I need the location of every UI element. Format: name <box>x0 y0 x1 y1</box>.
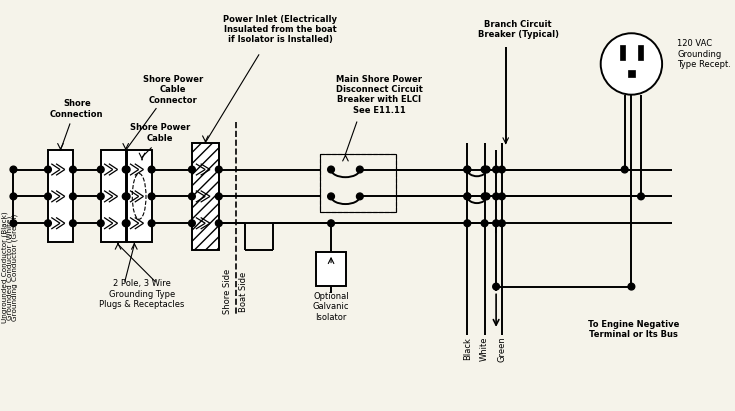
Circle shape <box>464 166 470 173</box>
Bar <box>48 150 73 242</box>
Text: Grounded Conductor (White): Grounded Conductor (White) <box>7 215 12 319</box>
Circle shape <box>70 220 76 226</box>
Text: Black: Black <box>463 337 472 360</box>
Circle shape <box>10 220 17 226</box>
Text: Shore Power
Cable
Connector: Shore Power Cable Connector <box>143 75 203 105</box>
Circle shape <box>70 193 76 200</box>
Circle shape <box>123 193 130 200</box>
Bar <box>101 150 126 242</box>
Circle shape <box>464 220 470 226</box>
Circle shape <box>356 193 363 200</box>
Circle shape <box>98 166 104 173</box>
Circle shape <box>148 166 155 173</box>
Circle shape <box>356 166 363 173</box>
Circle shape <box>45 193 51 200</box>
Circle shape <box>98 220 104 226</box>
Text: Ungrounded Conductor (Black): Ungrounded Conductor (Black) <box>1 212 8 323</box>
Circle shape <box>600 33 662 95</box>
Text: 2 Pole, 3 Wire
Grounding Type
Plugs & Receptacles: 2 Pole, 3 Wire Grounding Type Plugs & Re… <box>99 279 184 309</box>
Circle shape <box>328 193 334 200</box>
Circle shape <box>492 283 500 290</box>
Circle shape <box>122 220 129 226</box>
Circle shape <box>10 193 17 200</box>
Circle shape <box>483 193 490 200</box>
Circle shape <box>215 166 222 173</box>
Circle shape <box>189 166 196 173</box>
Circle shape <box>481 166 488 173</box>
Text: Shore
Connection: Shore Connection <box>50 99 104 119</box>
Text: Branch Circuit
Breaker (Typical): Branch Circuit Breaker (Typical) <box>478 20 559 39</box>
Bar <box>620 45 625 60</box>
Text: White: White <box>480 337 489 361</box>
Circle shape <box>123 166 130 173</box>
Bar <box>320 154 396 212</box>
Text: Shore Side: Shore Side <box>223 269 232 314</box>
Text: Grounding Conductor (Green): Grounding Conductor (Green) <box>11 214 18 321</box>
Circle shape <box>148 193 155 200</box>
Circle shape <box>464 193 470 200</box>
Circle shape <box>148 220 155 226</box>
Circle shape <box>215 193 222 200</box>
Text: 120 VAC
Grounding
Type Recept.: 120 VAC Grounding Type Recept. <box>678 39 731 69</box>
Text: Main Shore Power
Disconnect Circuit
Breaker with ELCI
See E11.11: Main Shore Power Disconnect Circuit Brea… <box>336 74 423 115</box>
Circle shape <box>70 166 76 173</box>
Circle shape <box>492 220 500 226</box>
Circle shape <box>123 220 130 226</box>
Circle shape <box>481 193 488 200</box>
Circle shape <box>481 220 488 226</box>
Circle shape <box>628 283 635 290</box>
Bar <box>638 45 643 60</box>
Circle shape <box>464 193 470 200</box>
Circle shape <box>98 193 104 200</box>
Circle shape <box>122 166 129 173</box>
Text: Power Inlet (Electrically
Insulated from the boat
if Isolator is Installed): Power Inlet (Electrically Insulated from… <box>223 14 337 44</box>
Circle shape <box>498 166 505 173</box>
Bar <box>126 150 151 242</box>
Circle shape <box>498 220 505 226</box>
Circle shape <box>10 166 17 173</box>
Circle shape <box>492 166 500 173</box>
Circle shape <box>483 166 490 173</box>
Circle shape <box>492 193 500 200</box>
Text: Green: Green <box>498 336 506 362</box>
Circle shape <box>215 220 222 226</box>
Circle shape <box>328 166 334 173</box>
Circle shape <box>621 166 628 173</box>
Bar <box>628 70 635 77</box>
Text: Shore Power
Cable: Shore Power Cable <box>130 123 190 143</box>
Text: To Engine Negative
Terminal or Its Bus: To Engine Negative Terminal or Its Bus <box>588 320 679 339</box>
Circle shape <box>638 193 645 200</box>
Circle shape <box>45 220 51 226</box>
Circle shape <box>122 193 129 200</box>
Bar <box>320 154 396 212</box>
Text: Optional
Galvanic
Isolator: Optional Galvanic Isolator <box>313 292 349 322</box>
Circle shape <box>464 166 470 173</box>
Circle shape <box>189 220 196 226</box>
Circle shape <box>189 193 196 200</box>
Circle shape <box>498 193 505 200</box>
Text: Boat Side: Boat Side <box>239 271 248 312</box>
Bar <box>316 252 346 286</box>
Circle shape <box>45 166 51 173</box>
Bar <box>192 143 219 250</box>
Circle shape <box>328 220 334 226</box>
